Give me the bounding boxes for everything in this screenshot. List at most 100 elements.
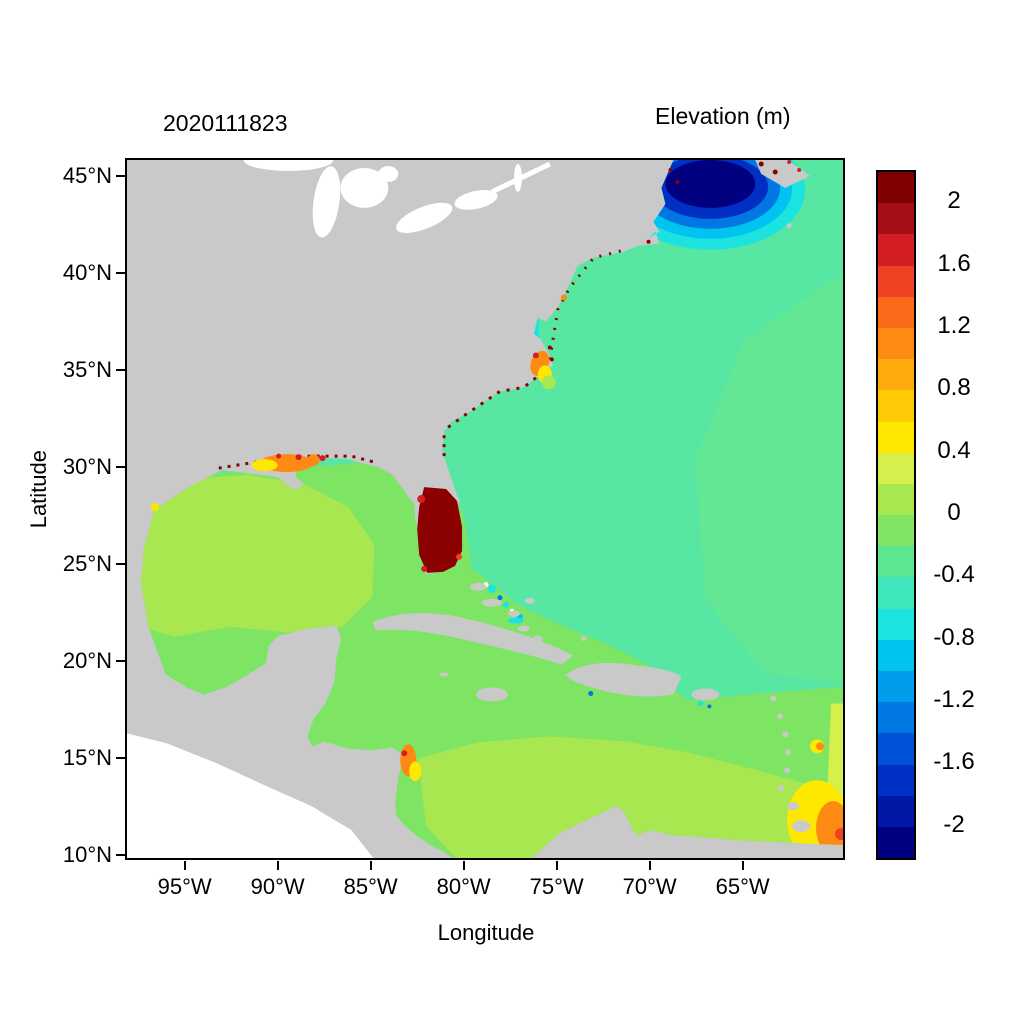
hatteras-red-speck bbox=[532, 352, 539, 359]
x-tick-mark bbox=[183, 861, 186, 870]
bahamas-island bbox=[532, 635, 543, 642]
y-tick-label: 35°N bbox=[62, 356, 112, 382]
bahamas-island bbox=[470, 582, 486, 591]
lesser-antilles-island bbox=[770, 695, 777, 702]
y-tick-label: 40°N bbox=[62, 259, 112, 285]
bahamas-island bbox=[517, 625, 530, 632]
colorbar-band bbox=[878, 826, 914, 859]
y-tick-label: 30°N bbox=[62, 453, 112, 479]
chesapeake-cyan-sliver bbox=[531, 319, 539, 338]
x-tick-label: 85°W bbox=[343, 874, 398, 899]
colorbar-tick-label: -1.2 bbox=[933, 686, 975, 714]
colorbar-tick-label: -2 bbox=[943, 810, 965, 838]
nova-scotia-land bbox=[755, 160, 811, 188]
hatteras-yellowgreen-fringe bbox=[541, 375, 556, 390]
lesser-antilles-island bbox=[778, 785, 785, 792]
gulf-coast-surge-specks bbox=[218, 454, 379, 470]
colorbar-tick-label: 0.8 bbox=[937, 374, 971, 402]
bahamas-blue-speck bbox=[497, 595, 503, 601]
colorbar-band bbox=[878, 702, 914, 734]
honduras-yellow-blob bbox=[409, 761, 422, 782]
outer-banks-red-speck bbox=[547, 345, 552, 350]
louisiana-red-speck bbox=[276, 453, 282, 459]
pacific-no-data-region bbox=[127, 733, 374, 858]
louisiana-red-speck bbox=[295, 454, 302, 461]
hispaniola-blue-speck bbox=[588, 690, 594, 696]
colorbar-band bbox=[878, 203, 914, 235]
maine-coast-red-speck bbox=[675, 179, 680, 184]
y-tick-mark bbox=[116, 368, 125, 371]
colorbar-band bbox=[878, 296, 914, 328]
x-tick-label: 75°W bbox=[529, 874, 584, 899]
hispaniola-land bbox=[565, 662, 682, 697]
lake-superior bbox=[243, 160, 334, 171]
mobile-orange-speck bbox=[307, 454, 320, 467]
colorbar-band bbox=[878, 764, 914, 796]
x-tick-mark bbox=[741, 861, 744, 870]
florida-red-fringe bbox=[456, 553, 463, 560]
bahamas-cyan-speck bbox=[487, 584, 496, 593]
colorbar-band bbox=[878, 265, 914, 297]
bahamas-island bbox=[524, 597, 535, 604]
colorbar-tick-label: 2 bbox=[947, 187, 961, 215]
lesser-antilles-island bbox=[787, 802, 800, 811]
south-caribbean-yellow-green-region bbox=[418, 736, 843, 858]
outer-banks-red-speck bbox=[549, 357, 554, 362]
gulf-yellow-green-region bbox=[140, 475, 375, 637]
puerto-rico-land bbox=[691, 688, 720, 701]
colorbar-band bbox=[878, 577, 914, 609]
colorbar-band bbox=[878, 452, 914, 484]
y-tick-label: 45°N bbox=[62, 162, 112, 188]
turks-island bbox=[581, 636, 587, 642]
nova-scotia-red-speck bbox=[758, 161, 764, 167]
colorbar-band bbox=[878, 546, 914, 578]
y-tick-mark bbox=[116, 853, 125, 856]
y-tick-mark bbox=[116, 659, 125, 662]
colorbar-band bbox=[878, 234, 914, 266]
x-tick-mark bbox=[462, 861, 465, 870]
x-tick-mark bbox=[276, 861, 279, 870]
lesser-antilles-island bbox=[784, 767, 791, 774]
nova-scotia-red-speck bbox=[797, 167, 802, 172]
puertorico-blue-speck bbox=[707, 704, 712, 709]
colorbar-tick-label: 0 bbox=[947, 499, 961, 526]
colorbar-title: Elevation (m) bbox=[655, 103, 791, 129]
louisiana-yellow-strip bbox=[251, 459, 278, 472]
x-tick-label: 65°W bbox=[715, 874, 770, 899]
maine-coast-red-speck bbox=[668, 167, 673, 172]
colorbar-band bbox=[878, 359, 914, 391]
nova-scotia-red-speck bbox=[772, 169, 778, 175]
coastal-surge-features bbox=[150, 160, 825, 782]
cape-cod-red-speck bbox=[646, 239, 651, 244]
south-florida-surge-region bbox=[417, 487, 463, 573]
colorbar-tick-label: -1.6 bbox=[933, 748, 975, 776]
y-tick-label: 15°N bbox=[62, 744, 112, 770]
colorbar-tick-label: -0.4 bbox=[933, 561, 975, 589]
y-tick-label: 20°N bbox=[62, 647, 112, 673]
islands bbox=[372, 160, 811, 833]
puertorico-cyan-speck bbox=[697, 700, 704, 707]
y-tick-mark bbox=[116, 271, 125, 274]
y-tick-mark bbox=[116, 174, 125, 177]
bahamas-island bbox=[551, 647, 560, 654]
colorbar-band bbox=[878, 327, 914, 360]
y-tick-label: 25°N bbox=[62, 550, 112, 576]
nova-scotia-red-speck bbox=[787, 160, 792, 164]
jamaica-land bbox=[476, 687, 508, 702]
colorbar-band bbox=[878, 639, 914, 671]
colorbar-band bbox=[878, 390, 914, 422]
y-tick-mark bbox=[116, 562, 125, 565]
louisiana-red-speck bbox=[319, 455, 326, 462]
colorbar-band bbox=[878, 515, 914, 547]
colorbar-band bbox=[878, 172, 914, 204]
colorbar bbox=[876, 170, 916, 860]
y-tick-mark bbox=[116, 465, 125, 468]
lake-ontario bbox=[454, 189, 498, 210]
x-tick-label: 80°W bbox=[436, 874, 491, 899]
y-tick-mark bbox=[116, 756, 125, 759]
honduras-red-speck bbox=[401, 750, 408, 757]
bahamas-island bbox=[507, 610, 520, 617]
colorbar-band bbox=[878, 733, 914, 765]
atlantic-teal-green-region bbox=[695, 269, 843, 684]
